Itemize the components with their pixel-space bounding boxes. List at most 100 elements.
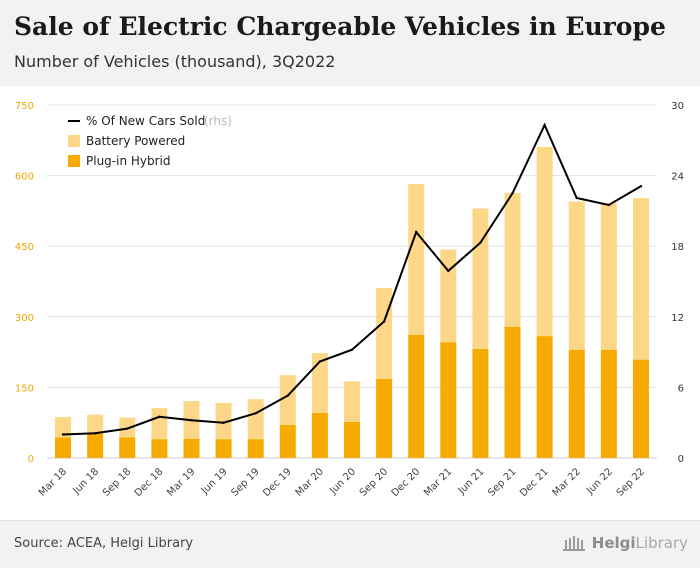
y-right-tick-label: 24 [671, 172, 684, 183]
y-left-tick-label: 150 [15, 383, 34, 394]
bar-plug-in-hybrid [568, 349, 585, 458]
chart-subtitle: Number of Vehicles (thousand), 3Q2022 [14, 52, 336, 71]
bar-battery-powered [568, 201, 585, 350]
line-point [61, 433, 65, 436]
line-point [607, 203, 611, 207]
footer-divider [0, 520, 700, 521]
brand-name-library: Library [635, 534, 688, 552]
bars [55, 146, 649, 458]
line-point [126, 427, 129, 430]
x-tick-label: Dec 20 [390, 466, 423, 499]
legend-swatch-battery-powered [68, 135, 80, 147]
x-tick-label: Mar 22 [550, 466, 582, 498]
bar-plug-in-hybrid [247, 439, 264, 458]
legend-swatch-plug-in-hybrid [68, 155, 80, 167]
line-point [318, 360, 322, 363]
line-point [415, 230, 418, 234]
line-point [286, 394, 289, 397]
bar-battery-powered [151, 408, 168, 440]
y-right-tick-label: 18 [671, 242, 684, 253]
x-tick-label: Dec 18 [133, 466, 166, 499]
brand-logo-link[interactable]: HelgiLibrary [562, 534, 688, 552]
y-right-tick-label: 30 [671, 101, 684, 112]
x-tick-label: Mar 19 [165, 466, 197, 498]
x-tick-label: Jun 22 [584, 466, 615, 497]
line-point [511, 192, 514, 195]
bar-battery-powered [247, 399, 264, 440]
legend: % Of New Cars Sold(rhs) Battery Powered Pl… [68, 114, 232, 168]
line-point [382, 320, 386, 323]
x-tick-label: Sep 19 [229, 466, 261, 498]
y-right-tick-label: 12 [671, 313, 684, 324]
gridlines [47, 104, 657, 388]
bar-plug-in-hybrid [311, 412, 328, 458]
x-tick-label: Jun 20 [327, 466, 358, 497]
source-note: Source: ACEA, Helgi Library [14, 536, 194, 551]
bar-plug-in-hybrid [504, 326, 521, 458]
x-tick-label: Sep 18 [101, 466, 133, 498]
legend-label-battery-powered: Battery Powered [86, 134, 185, 148]
y-left-tick-label: 0 [28, 454, 34, 465]
bar-plug-in-hybrid [55, 437, 72, 458]
x-tick-label: Jun 21 [456, 466, 487, 497]
bar-battery-powered [55, 417, 72, 438]
library-columns-icon [562, 536, 585, 551]
bar-battery-powered [632, 198, 649, 360]
y-right-tick-label: 0 [678, 454, 684, 465]
x-tick-label: Sep 21 [486, 466, 518, 498]
bar-battery-powered [536, 146, 553, 337]
bar-plug-in-hybrid [151, 439, 168, 458]
line-point [190, 419, 193, 422]
line-point [479, 241, 482, 244]
x-tick-label: Dec 19 [261, 466, 294, 499]
bar-battery-powered [472, 208, 489, 349]
chart-footer [0, 521, 700, 568]
bar-plug-in-hybrid [408, 334, 425, 458]
bar-plug-in-hybrid [119, 437, 136, 458]
line-point [350, 348, 354, 351]
bar-plug-in-hybrid [87, 433, 104, 458]
bar-plug-in-hybrid [376, 378, 393, 458]
y-left-tick-label: 600 [15, 172, 34, 183]
line-point [575, 196, 578, 200]
bar-battery-powered [215, 402, 232, 440]
bar-battery-powered [279, 375, 296, 426]
bar-battery-powered [504, 193, 521, 327]
x-tick-label: Mar 20 [294, 466, 326, 498]
x-tick-label: Jun 19 [199, 466, 230, 497]
line-point [222, 421, 225, 424]
legend-label--of-new-cars-sold: % Of New Cars Sold [86, 114, 205, 128]
bar-battery-powered [344, 381, 360, 422]
bar-battery-powered [311, 353, 328, 413]
y-left-tick-label: 300 [15, 313, 34, 324]
legend-label-plug-in-hybrid: Plug-in Hybrid [86, 154, 171, 168]
bar-battery-powered [440, 249, 457, 343]
y-left-tick-label: 450 [15, 242, 34, 253]
chart-title: Sale of Electric Chargeable Vehicles in … [14, 12, 666, 41]
bar-plug-in-hybrid [440, 342, 457, 458]
x-tick-label: Mar 21 [422, 466, 454, 498]
bar-battery-powered [376, 288, 393, 379]
x-tick-label: Sep 22 [615, 466, 647, 498]
bar-plug-in-hybrid [279, 425, 296, 458]
line-point [543, 123, 546, 127]
line-point [639, 184, 643, 188]
line-point [447, 269, 450, 273]
x-tick-label: Sep 20 [358, 466, 390, 498]
bar-plug-in-hybrid [632, 359, 649, 458]
chart-header: Sale of Electric Chargeable Vehicles in … [0, 0, 700, 86]
x-tick-label: Mar 18 [37, 466, 69, 498]
legend-note: (rhs) [204, 114, 232, 128]
x-tick-label: Dec 21 [518, 466, 551, 499]
brand-name-helgi: Helgi [591, 534, 636, 552]
line-point [254, 412, 257, 415]
bar-plug-in-hybrid [215, 439, 232, 458]
bar-plug-in-hybrid [600, 349, 617, 458]
y-left-tick-label: 750 [15, 101, 34, 112]
line-point [158, 415, 161, 419]
bar-plug-in-hybrid [536, 336, 553, 458]
bar-battery-powered [408, 184, 425, 335]
bar-plug-in-hybrid [472, 348, 489, 458]
line-point [93, 432, 97, 435]
